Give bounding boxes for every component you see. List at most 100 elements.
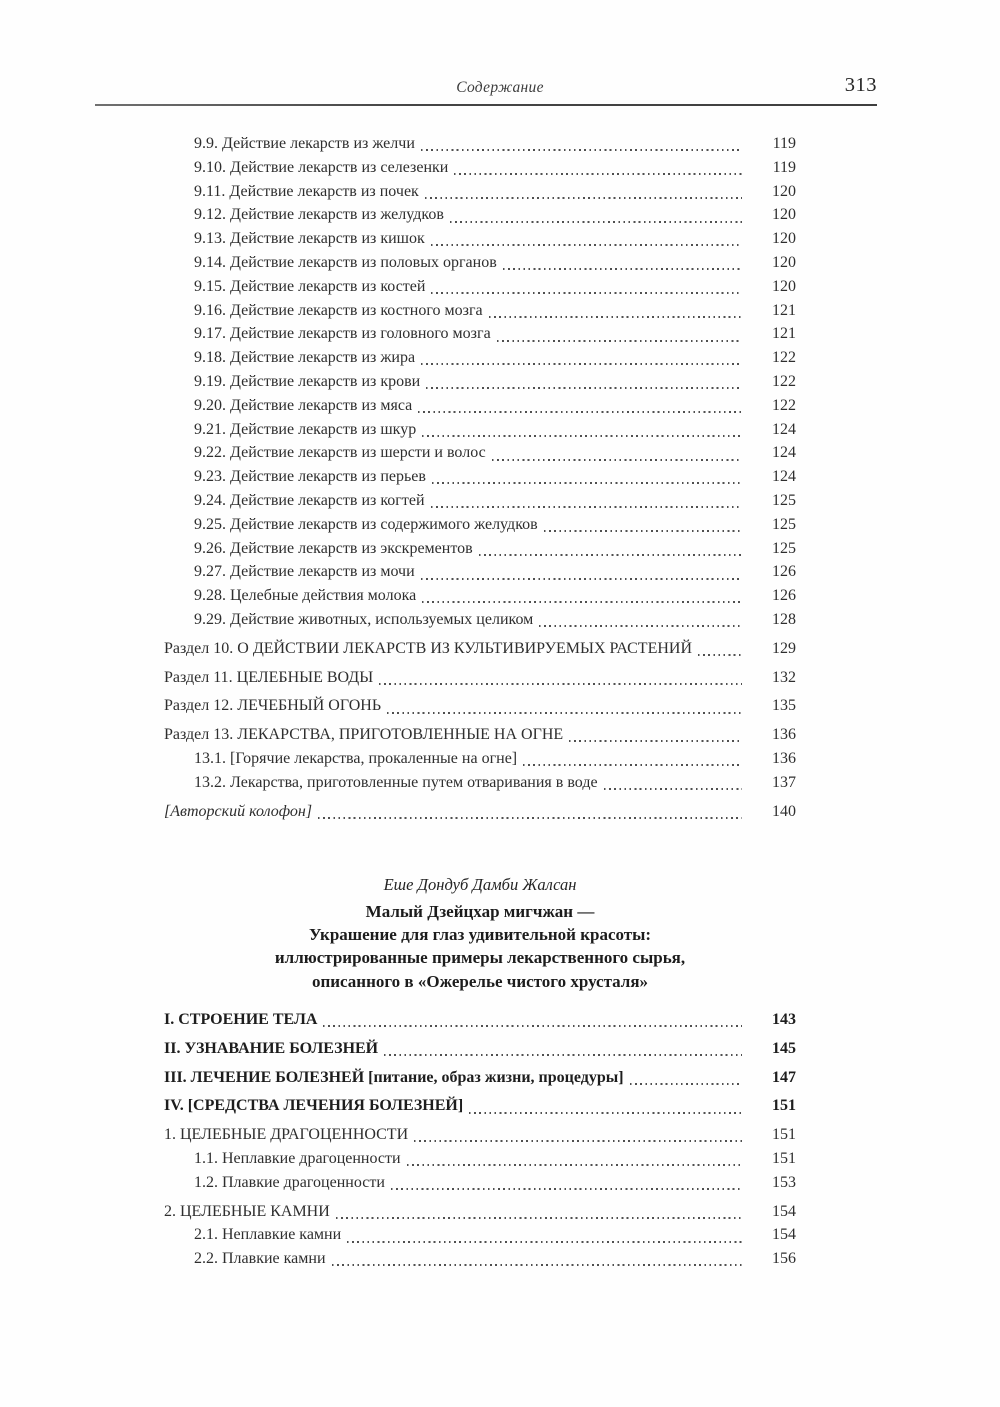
toc-entry-page: 136: [772, 749, 796, 767]
toc-entry-page: 120: [772, 253, 796, 271]
toc-entry: 9.11. Действие лекарств из почек 120: [164, 180, 796, 204]
dot-leader: [431, 482, 742, 485]
running-title: Содержание: [456, 79, 544, 96]
dot-leader: [569, 740, 742, 743]
toc-entry-label: Раздел 13. ЛЕКАРСТВА, ПРИГОТОВЛЕННЫЕ НА …: [164, 726, 564, 744]
dot-leader: [347, 1240, 742, 1243]
dot-leader: [488, 315, 742, 318]
toc-entry: I. СТРОЕНИЕ ТЕЛА 143: [164, 1008, 796, 1032]
toc-entry: 1.2. Плавкие драгоценности 153: [164, 1171, 796, 1195]
toc-entry-label: 9.26. Действие лекарств из экскрементов: [194, 539, 473, 557]
book-title-line: иллюстрированные примеры лекарственного …: [274, 948, 686, 968]
dot-leader: [379, 682, 742, 685]
toc-entry-page: 124: [772, 468, 796, 486]
toc-entry-page: 119: [772, 135, 796, 152]
toc-entry: 9.15. Действие лекарств из костей 120: [164, 275, 796, 299]
dot-leader: [420, 577, 742, 580]
toc-entry-label: 9.18. Действие лекарств из жира: [194, 349, 416, 367]
dot-leader: [318, 816, 742, 819]
toc-entry-label: 2.2. Плавкие камни: [194, 1250, 326, 1268]
toc-entry: 9.18. Действие лекарств из жира 122: [164, 346, 796, 370]
toc-entry-page: 145: [772, 1039, 796, 1057]
toc-entry-label: 2. ЦЕЛЕБНЫЕ КАМНИ: [164, 1202, 330, 1220]
dot-leader: [426, 387, 742, 390]
toc-entry-label: 9.9. Действие лекарств из желчи: [194, 135, 415, 152]
toc-entry-page: 122: [772, 396, 796, 414]
toc-entry-page: 128: [772, 610, 796, 628]
toc-entry: 9.23. Действие лекарств из перьев 124: [164, 465, 796, 489]
toc-entry-label: II. УЗНАВАНИЕ БОЛЕЗНЕЙ: [164, 1039, 379, 1057]
toc-entry: 1. ЦЕЛЕБНЫЕ ДРАГОЦЕННОСТИ 151: [164, 1123, 796, 1147]
toc-entry-page: 120: [772, 182, 796, 200]
toc-entry-label: I. СТРОЕНИЕ ТЕЛА: [164, 1011, 318, 1028]
toc-entry-label: 9.16. Действие лекарств из костного мозг…: [194, 301, 483, 319]
toc-entry: 9.25. Действие лекарств из содержимого ж…: [164, 513, 796, 537]
toc-entry-page: 132: [772, 668, 796, 686]
dot-leader: [629, 1082, 742, 1085]
toc-entry-label: Раздел 12. ЛЕЧЕБНЫЙ ОГОНЬ: [164, 697, 382, 715]
toc-entry-page: 125: [772, 491, 796, 509]
toc-entry-page: 137: [772, 773, 796, 791]
toc-entry-page: 151: [772, 1126, 796, 1144]
dot-leader: [698, 654, 742, 657]
toc-entry-page: 154: [772, 1202, 796, 1220]
toc-entry-label: 9.11. Действие лекарств из почек: [194, 182, 419, 200]
toc-entry-page: 125: [772, 515, 796, 533]
book-title-line: Украшение для глаз удивительной красоты:: [308, 925, 652, 945]
toc-entry: II. УЗНАВАНИЕ БОЛЕЗНЕЙ 145: [164, 1037, 796, 1061]
toc-entry: 9.22. Действие лекарств из шерсти и воло…: [164, 441, 796, 465]
toc-entry-page: 129: [772, 639, 796, 657]
toc-entry-page: 124: [772, 444, 796, 462]
toc-entry-label: 9.14. Действие лекарств из половых орган…: [194, 253, 497, 271]
toc-entry-page: 120: [772, 206, 796, 224]
header-rule: [95, 104, 877, 106]
toc-entry-page: 119: [772, 158, 796, 176]
toc-entry-page: 124: [772, 420, 796, 438]
toc-entry: 9.10. Действие лекарств из селезенки 119: [164, 156, 796, 180]
dot-leader: [421, 363, 742, 366]
toc-entry-page: 120: [772, 277, 796, 295]
toc-entry: 9.14. Действие лекарств из половых орган…: [164, 251, 796, 275]
dot-leader: [331, 1264, 742, 1267]
toc-entry: Раздел 11. ЦЕЛЕБНЫЕ ВОДЫ 132: [164, 666, 796, 690]
dot-leader: [387, 711, 742, 714]
toc-entry-page: 122: [772, 372, 796, 390]
toc-entry-label: 1. ЦЕЛЕБНЫЕ ДРАГОЦЕННОСТИ: [164, 1126, 409, 1144]
dot-leader: [422, 434, 742, 437]
toc-entry-label: 9.17. Действие лекарств из головного моз…: [194, 325, 491, 343]
dot-leader: [496, 339, 742, 342]
dot-leader: [502, 268, 742, 271]
toc-bottom: I. СТРОЕНИЕ ТЕЛА 143 II. УЗНАВАНИЕ БОЛЕЗНЕ…: [164, 1003, 796, 1271]
dot-leader: [390, 1188, 742, 1191]
toc-entry: 9.27. Действие лекарств из мочи 126: [164, 560, 796, 584]
toc-entry-label: Раздел 10. О ДЕЙСТВИИ ЛЕКАРСТВ ИЗ КУЛЬТИ…: [164, 639, 693, 657]
toc-entry-page: 154: [772, 1226, 796, 1244]
toc-entry-page: 122: [772, 349, 796, 367]
toc-entry: 9.28. Целебные действия молока 126: [164, 584, 796, 608]
dot-leader: [335, 1216, 742, 1219]
book-title-line: Малый Дзейцхар мигчжан —: [365, 902, 595, 921]
toc-entry-label: 9.20. Действие лекарств из мяса: [194, 396, 413, 414]
toc-entry: 2.2. Плавкие камни 156: [164, 1247, 796, 1271]
dot-leader: [420, 149, 742, 152]
toc-entry-page: 156: [772, 1250, 796, 1268]
toc-entry-page: 147: [772, 1068, 796, 1086]
toc-entry-page: 151: [772, 1149, 796, 1167]
toc-entry-page: 140: [772, 802, 796, 820]
toc-entry-label: 13.2. Лекарства, приготовленные путем от…: [194, 773, 598, 791]
toc-entry-page: 136: [772, 726, 796, 744]
toc-entry-page: 125: [772, 539, 796, 557]
toc-entry: 9.17. Действие лекарств из головного моз…: [164, 322, 796, 346]
toc-entry: 9.9. Действие лекарств из желчи 119: [164, 132, 796, 156]
toc-entry: 9.20. Действие лекарств из мяса 122: [164, 394, 796, 418]
dot-leader: [469, 1111, 742, 1114]
dot-leader: [449, 220, 742, 223]
interlude-author: Еше Дондуб Дамби Жалсан: [383, 875, 577, 894]
interlude-block: Еше Дондуб Дамби Жалсан Малый Дзейцхар м…: [164, 872, 796, 993]
toc-entry: 9.21. Действие лекарств из шкур 124: [164, 418, 796, 442]
toc-entry-label: Раздел 11. ЦЕЛЕБНЫЕ ВОДЫ: [164, 668, 374, 686]
dot-leader: [406, 1164, 742, 1167]
toc-entry-label: [Авторский колофон]: [164, 802, 313, 820]
toc-entry-label: 2.1. Неплавкие камни: [194, 1226, 342, 1244]
